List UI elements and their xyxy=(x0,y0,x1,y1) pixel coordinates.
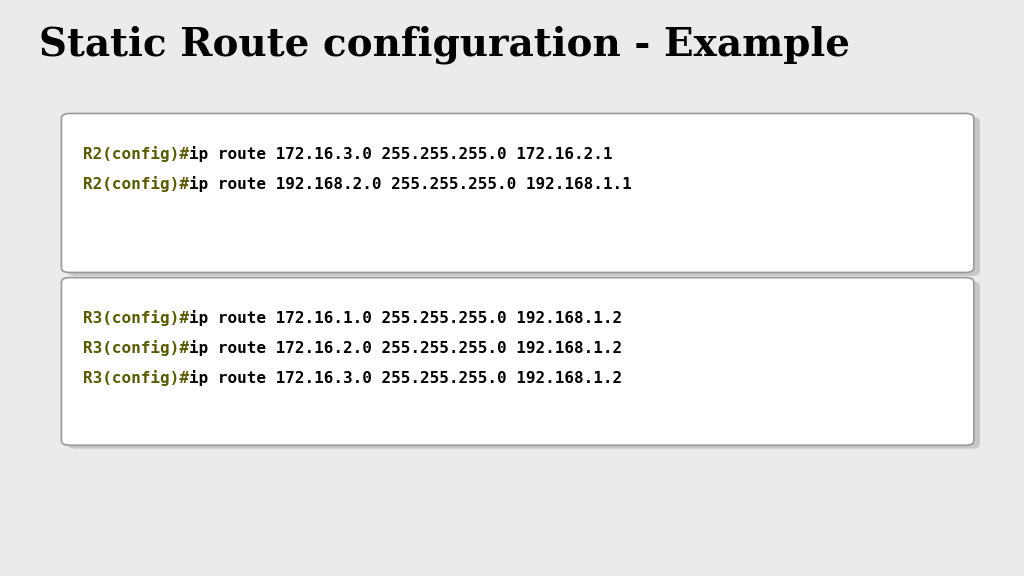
Text: R3(config)#: R3(config)# xyxy=(83,340,188,356)
Text: ip route 172.16.1.0 255.255.255.0 192.168.1.2: ip route 172.16.1.0 255.255.255.0 192.16… xyxy=(188,310,622,326)
FancyBboxPatch shape xyxy=(68,117,980,276)
Text: Static Route configuration - Example: Static Route configuration - Example xyxy=(39,26,850,65)
Text: ip route 172.16.3.0 255.255.255.0 192.168.1.2: ip route 172.16.3.0 255.255.255.0 192.16… xyxy=(188,370,622,386)
Text: R3(config)#: R3(config)# xyxy=(83,310,188,326)
Text: ip route 172.16.3.0 255.255.255.0 172.16.2.1: ip route 172.16.3.0 255.255.255.0 172.16… xyxy=(188,146,612,162)
Text: ip route 192.168.2.0 255.255.255.0 192.168.1.1: ip route 192.168.2.0 255.255.255.0 192.1… xyxy=(188,176,632,192)
FancyBboxPatch shape xyxy=(61,113,974,272)
Text: R2(config)#: R2(config)# xyxy=(83,176,188,192)
Text: R3(config)#: R3(config)# xyxy=(83,370,188,386)
FancyBboxPatch shape xyxy=(61,278,974,445)
FancyBboxPatch shape xyxy=(68,281,980,449)
Text: R2(config)#: R2(config)# xyxy=(83,146,188,162)
Text: ip route 172.16.2.0 255.255.255.0 192.168.1.2: ip route 172.16.2.0 255.255.255.0 192.16… xyxy=(188,340,622,356)
